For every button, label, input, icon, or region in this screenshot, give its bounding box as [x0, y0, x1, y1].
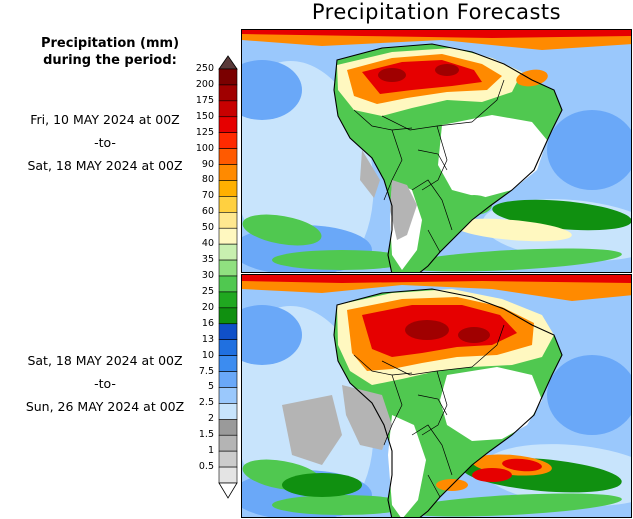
light-rain-area — [360, 150, 380, 198]
colorbar-swatch — [218, 212, 238, 229]
forecast-map-week1 — [241, 29, 632, 273]
colorbar-tick-label: 25 — [201, 285, 214, 297]
colorbar-tick-label: 16 — [201, 317, 214, 329]
colorbar-tick-label: 30 — [201, 270, 214, 281]
colorbar-swatch — [218, 403, 238, 420]
period-label-bottom: Sat, 18 MAY 2024 at 00Z -to- Sun, 26 MAY… — [10, 349, 200, 418]
colorbar-tick-label: 20 — [201, 301, 214, 313]
colorbar-swatch — [218, 164, 238, 181]
period-separator: -to- — [94, 135, 116, 150]
coastline — [333, 43, 563, 272]
country-border — [381, 360, 473, 376]
colorbar-tick-label: 7.5 — [198, 365, 214, 377]
colorbar-swatch — [218, 116, 238, 133]
colorbar-swatch — [218, 371, 238, 388]
period-end: Sat, 18 MAY 2024 at 00Z — [27, 158, 183, 173]
country-border — [383, 129, 403, 201]
legend-title-line2: during the period: — [43, 53, 177, 68]
colorbar-swatch — [218, 339, 238, 356]
colorbar-swatch — [218, 307, 238, 325]
colorbar-tick-label: 200 — [195, 78, 214, 90]
colorbar-swatch — [218, 466, 238, 484]
country-border — [353, 109, 413, 131]
dry-area — [440, 367, 542, 441]
light-rain-area — [390, 180, 417, 240]
colorbar-swatch — [218, 132, 238, 149]
country-border — [471, 324, 505, 368]
colorbar-swatch — [218, 450, 238, 468]
colorbar-tick-label: 100 — [195, 142, 214, 154]
colorbar-tick-label: 60 — [201, 206, 214, 218]
colorbar-swatch — [218, 419, 238, 436]
period-end: Sun, 26 MAY 2024 at 00Z — [25, 399, 185, 414]
colorbar-tick-label: 70 — [201, 190, 214, 202]
country-border — [381, 115, 473, 131]
dry-area — [438, 115, 547, 198]
colorbar-swatch — [218, 84, 238, 102]
period-start: Sat, 18 MAY 2024 at 00Z — [27, 353, 183, 368]
colorbar-swatch — [218, 275, 238, 293]
precipitation-colorbar — [218, 55, 238, 499]
colorbar-swatch — [218, 355, 238, 372]
colorbar-tick-label: 50 — [201, 222, 214, 234]
colorbar-swatch — [218, 259, 238, 277]
very-heavy-rain-area — [242, 30, 631, 38]
colorbar-tick-label: 175 — [195, 94, 214, 106]
legend-title-line1: Precipitation (mm) — [40, 36, 180, 51]
colorbar-swatch — [218, 434, 238, 452]
colorbar-tick-label: 250 — [195, 63, 214, 74]
country-border — [353, 354, 413, 376]
colorbar-tick-label: 80 — [201, 174, 214, 186]
colorbar-swatch — [218, 196, 238, 213]
colorbar-tick-label: 150 — [195, 110, 214, 122]
colorbar-tick-label: 1 — [207, 445, 214, 457]
country-border — [411, 179, 453, 231]
country-border — [411, 424, 453, 476]
colorbar-tick-label: 40 — [201, 238, 214, 250]
country-border — [417, 394, 448, 416]
colorbar-swatch — [218, 148, 238, 165]
colorbar-tick-label: 2.5 — [198, 397, 214, 409]
colorbar-extension-top — [218, 55, 238, 70]
colorbar-swatch — [218, 291, 238, 309]
legend-title: Precipitation (mm) during the period: — [20, 35, 200, 69]
very-heavy-rain-area — [242, 275, 631, 283]
colorbar-extension-bottom — [218, 482, 238, 499]
country-border — [417, 149, 448, 171]
country-border — [471, 79, 505, 123]
colorbar-tick-label: 5 — [207, 381, 214, 393]
country-border — [421, 125, 448, 191]
colorbar-swatch — [218, 68, 238, 86]
colorbar-swatch — [218, 227, 238, 245]
colorbar-swatch — [218, 243, 238, 261]
country-border — [421, 370, 448, 436]
colorbar-tick-label: 10 — [201, 349, 214, 361]
light-rain-area — [342, 385, 392, 450]
forecast-map-week2 — [241, 274, 632, 518]
colorbar-tick-label: 2 — [207, 413, 214, 425]
colorbar-swatch — [218, 387, 238, 404]
dry-area — [388, 415, 426, 517]
colorbar-tick-label: 125 — [195, 126, 214, 138]
colorbar-tick-label: 1.5 — [198, 429, 214, 441]
colorbar-tick-label: 35 — [201, 254, 214, 266]
country-border — [427, 229, 441, 253]
period-separator: -to- — [94, 376, 116, 391]
country-border — [383, 374, 403, 446]
colorbar-tick-label: 13 — [201, 333, 214, 345]
colorbar-swatch — [218, 180, 238, 197]
colorbar-swatch — [218, 100, 238, 118]
light-rain-area — [282, 395, 342, 465]
page-title: Precipitation Forecasts — [311, 0, 562, 24]
country-border — [427, 474, 441, 498]
colorbar-tick-label: 90 — [201, 158, 214, 170]
coastline — [333, 288, 563, 517]
period-start: Fri, 10 MAY 2024 at 00Z — [30, 112, 180, 127]
period-label-top: Fri, 10 MAY 2024 at 00Z -to- Sat, 18 MAY… — [10, 108, 200, 177]
colorbar-swatch — [218, 323, 238, 340]
colorbar-tick-label: 0.5 — [198, 461, 214, 473]
